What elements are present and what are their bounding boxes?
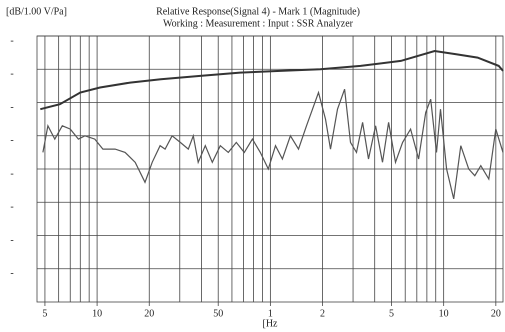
- x-tick-label: 20: [491, 308, 501, 319]
- y-tick-label: -: [10, 135, 13, 146]
- x-tick-label: 1: [268, 308, 273, 319]
- x-tick-label: 10: [92, 308, 102, 319]
- chart-title: Relative Response(Signal 4) - Mark 1 (Ma…: [156, 6, 360, 17]
- x-axis-label: [Hz: [263, 318, 279, 329]
- x-tick-label: 20: [144, 308, 154, 319]
- y-unit-label: [dB/1.00 V/Pa]: [6, 6, 67, 17]
- series-line: [40, 49, 504, 111]
- y-tick-label: -: [10, 235, 13, 246]
- y-tick-label: -: [10, 102, 13, 113]
- series-line: [42, 88, 504, 200]
- y-tick-label: -: [10, 69, 13, 80]
- y-tick-label: -: [10, 202, 13, 213]
- x-tick-label: 5: [42, 308, 47, 319]
- x-tick-label: 50: [213, 308, 223, 319]
- x-tick-label: 10: [439, 308, 449, 319]
- chart-subtitle: Working : Measurement : Input : SSR Anal…: [163, 18, 354, 29]
- x-tick-label: 5: [389, 308, 394, 319]
- y-tick-label: -: [10, 268, 13, 279]
- y-tick-label: -: [10, 168, 13, 179]
- x-tick-label: 2: [320, 308, 325, 319]
- y-tick-label: -: [10, 35, 13, 46]
